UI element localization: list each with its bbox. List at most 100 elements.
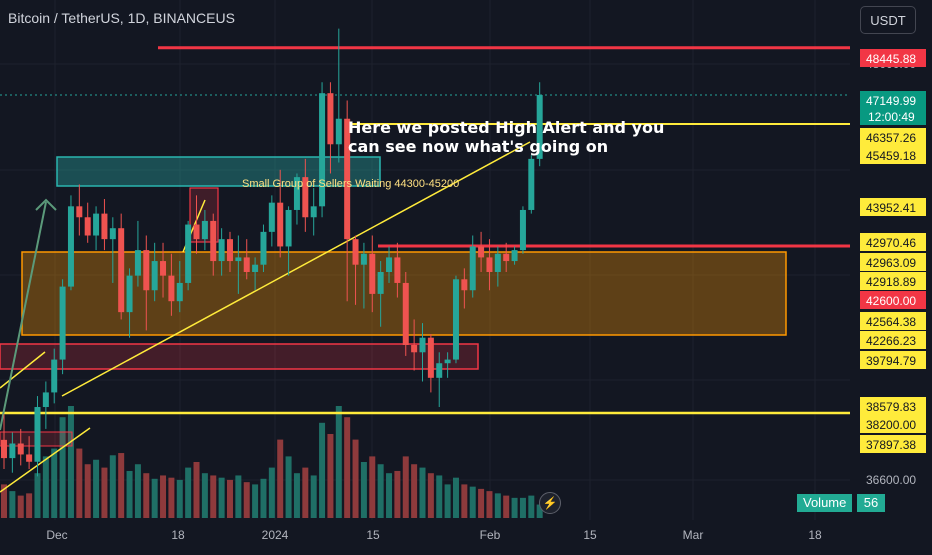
volume-bar <box>126 470 133 518</box>
volume-bar <box>293 473 300 518</box>
volume-bar <box>494 493 501 518</box>
currency-button[interactable]: USDT <box>860 6 916 34</box>
candle-body <box>235 257 242 262</box>
volume-bar <box>377 464 384 518</box>
candle-body <box>352 239 359 265</box>
price-label: 42970.46 <box>866 236 916 250</box>
price-label: 43952.41 <box>866 201 916 215</box>
candle-body <box>335 118 342 145</box>
volume-bar <box>335 406 342 518</box>
arrow-line <box>0 201 47 431</box>
volume-bar <box>268 467 275 518</box>
candle-body <box>478 246 485 258</box>
candle-body <box>444 359 451 364</box>
candle-body <box>243 257 250 272</box>
price-label: 38579.83 <box>866 400 916 414</box>
candle-body <box>494 253 501 272</box>
volume-bar <box>101 467 108 518</box>
candle-body <box>226 239 233 262</box>
candle-body <box>151 261 158 291</box>
candle-body <box>1 439 7 459</box>
volume-bar <box>394 470 401 518</box>
price-label: 42963.09 <box>866 256 916 270</box>
volume-bar <box>34 473 41 518</box>
volume-bar <box>9 491 16 518</box>
candle-body <box>67 206 74 287</box>
price-label: 42564.38 <box>866 315 916 329</box>
x-axis-tick-label: Feb <box>480 528 501 542</box>
candle-body <box>277 202 284 247</box>
candle-body <box>427 337 434 378</box>
volume-bar <box>118 453 125 518</box>
price-label: 39794.79 <box>866 354 916 368</box>
candle-body <box>168 275 175 302</box>
candle-body <box>76 206 83 218</box>
volume-bar <box>168 477 175 518</box>
volume-bar <box>185 467 192 518</box>
candle-body <box>511 250 518 262</box>
candle-body <box>218 239 225 262</box>
volume-bar <box>59 417 66 518</box>
volume-bar <box>252 484 259 518</box>
x-axis-tick-label: 2024 <box>262 528 289 542</box>
volume-bar <box>151 478 158 518</box>
volume-bar <box>193 462 200 518</box>
volume-bar <box>419 467 426 518</box>
candle-body <box>486 257 493 272</box>
volume-bar <box>478 488 485 518</box>
volume-bar <box>519 497 526 518</box>
price-label-bg <box>860 291 926 309</box>
volume-bar <box>461 484 468 518</box>
candle-body <box>17 443 24 455</box>
volume-bar <box>285 456 292 518</box>
price-label: 37897.38 <box>866 438 916 452</box>
price-label-bg <box>860 351 926 369</box>
volume-bar <box>218 477 225 518</box>
x-axis-tick-label: Mar <box>683 528 704 542</box>
price-label: 42918.89 <box>866 275 916 289</box>
price-label-bg <box>860 146 926 164</box>
annotation-sellers-text: Small Group of Sellers Waiting 44300-452… <box>242 178 459 190</box>
volume-bar <box>42 456 49 518</box>
candle-body <box>134 250 141 276</box>
candle-body <box>160 261 167 276</box>
price-label-bg <box>860 233 926 251</box>
volume-bar <box>486 491 493 518</box>
volume-bar <box>360 462 367 518</box>
volume-bar <box>260 478 267 518</box>
volume-bar <box>452 477 459 518</box>
volume-bar <box>503 495 510 518</box>
candle-body <box>26 454 33 462</box>
volume-bar <box>352 439 359 518</box>
candle-body <box>93 213 100 236</box>
price-label-bg <box>860 312 926 330</box>
volume-bar <box>469 486 476 518</box>
candle-body <box>386 257 393 272</box>
countdown-label: 12:00:49 <box>868 110 915 124</box>
x-axis-tick-label: 18 <box>171 528 185 542</box>
red-zone <box>0 343 479 370</box>
candle-body <box>302 177 309 218</box>
price-label: 38200.00 <box>866 418 916 432</box>
price-label-bg <box>860 91 926 125</box>
volume-bar <box>386 473 393 518</box>
candle-body <box>285 209 292 247</box>
lightning-icon[interactable]: ⚡ <box>539 492 561 514</box>
volume-value: 56 <box>857 494 885 512</box>
arrow-head-icon <box>35 198 57 211</box>
candle-body <box>34 407 41 462</box>
volume-bar <box>243 482 250 518</box>
volume-label: Volume <box>797 494 853 512</box>
price-label: 45459.18 <box>866 149 916 163</box>
candle-body <box>293 177 300 210</box>
candle-body <box>185 224 192 283</box>
candle-body <box>118 228 125 313</box>
candle-body <box>469 246 476 291</box>
volume-bar <box>436 475 443 518</box>
candle-body <box>201 220 208 240</box>
volume-bar <box>134 464 141 518</box>
volume-bar <box>17 495 24 518</box>
x-axis-tick-label: Dec <box>46 528 67 542</box>
